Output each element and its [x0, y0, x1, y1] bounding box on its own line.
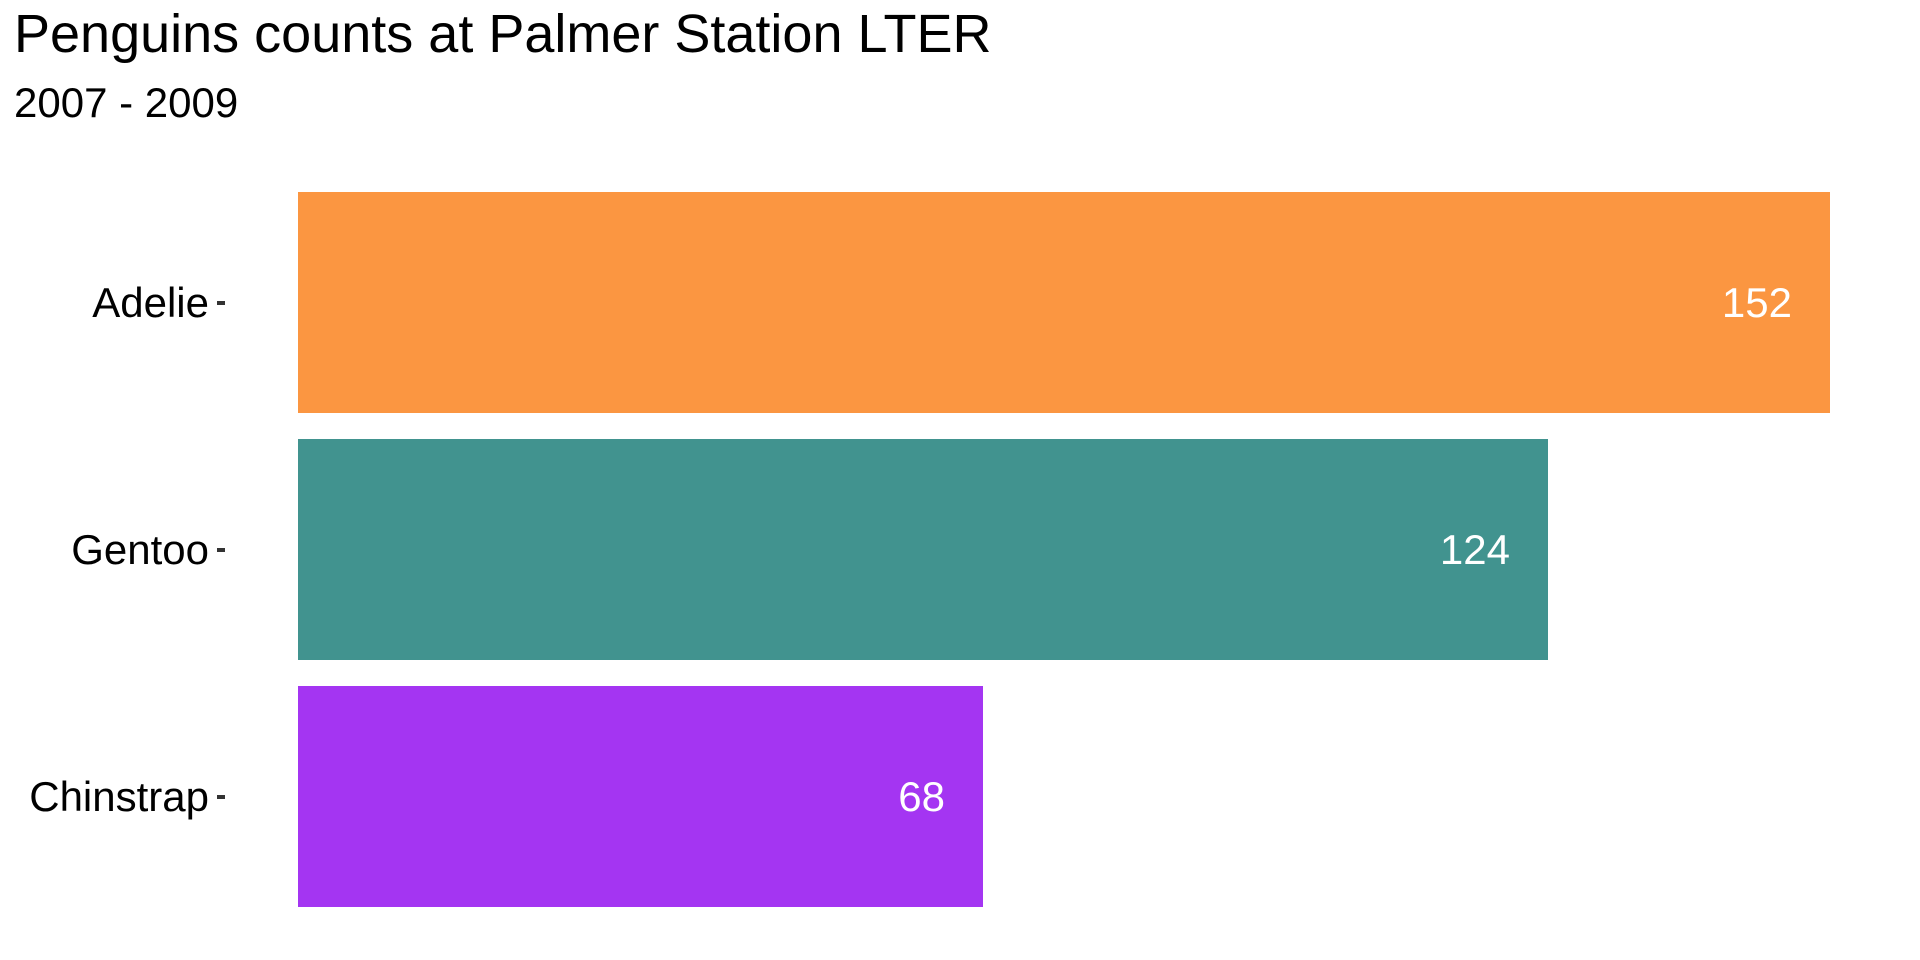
- bar-chinstrap: 68: [298, 686, 983, 907]
- axis-tick-mark: [217, 794, 225, 799]
- category-label: Gentoo: [71, 525, 209, 573]
- bar-row: Gentoo 124: [0, 439, 1920, 660]
- bar-row: Adelie 152: [0, 192, 1920, 413]
- chart-title: Penguins counts at Palmer Station LTER: [14, 4, 992, 64]
- bar-gentoo: 124: [298, 439, 1548, 660]
- chart-subtitle: 2007 - 2009: [14, 79, 239, 126]
- bar-value-label: 152: [1721, 278, 1792, 326]
- bar-value-label: 124: [1439, 525, 1510, 573]
- bar-row: Chinstrap 68: [0, 686, 1920, 907]
- category-label: Adelie: [92, 278, 209, 326]
- category-label: Chinstrap: [29, 772, 209, 820]
- axis-tick-mark: [217, 300, 225, 305]
- bar-adelie: 152: [298, 192, 1830, 413]
- axis-tick-mark: [217, 547, 225, 552]
- bar-value-label: 68: [898, 772, 945, 820]
